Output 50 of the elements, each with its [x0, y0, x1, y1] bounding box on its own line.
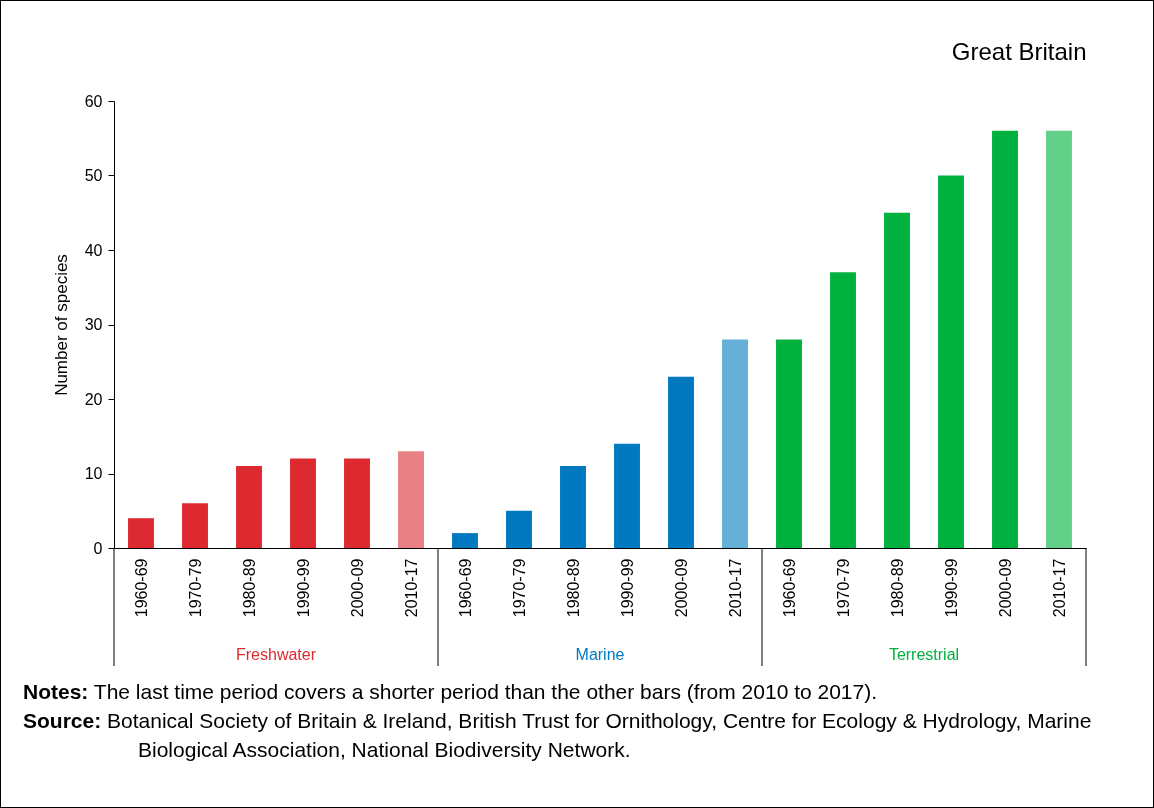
x-tick-label: 1960-69: [132, 558, 150, 618]
x-tick-label: 2000-09: [348, 558, 366, 618]
y-tick-label: 50: [84, 167, 103, 184]
x-tick-label: 2000-09: [672, 558, 690, 618]
x-tick-label: 2010-17: [726, 558, 744, 618]
bar: [938, 175, 964, 548]
bar: [452, 533, 478, 548]
text: Terrestrial: [888, 646, 960, 663]
bar: [344, 458, 370, 548]
x-tick-label: 1960-69: [780, 558, 798, 618]
y-tick-label: 30: [84, 316, 103, 333]
text: Notes: The last time period covers a shorter period than the other bars (from 2010 to 2017).: [23, 679, 879, 705]
bar: [1046, 130, 1072, 548]
bar: [884, 212, 910, 548]
x-tick-label: 2000-09: [996, 558, 1014, 618]
bar: [992, 130, 1018, 548]
bar: [236, 466, 262, 548]
bar: [560, 466, 586, 548]
text: Freshwater: [235, 646, 317, 663]
x-tick-label: 1970-79: [834, 558, 852, 618]
y-tick-label: 0: [93, 539, 103, 557]
chart-title: Great Britain: [951, 38, 1087, 65]
x-tick-label: 1980-89: [888, 558, 906, 618]
x-tick-label: 1960-69: [456, 558, 474, 618]
x-tick-label: 1990-99: [294, 558, 312, 618]
y-axis-title: Number of species: [51, 254, 71, 396]
bar: [830, 272, 856, 548]
x-tick-label: 1970-79: [510, 558, 528, 618]
y-tick-label: 60: [84, 92, 103, 110]
x-tick-label: 1980-89: [240, 558, 258, 618]
bar: [398, 451, 424, 548]
x-tick-label: 1990-99: [942, 558, 960, 618]
source-note: Source: Botanical Society of Britain & Ireland, British Trust for Ornithology, Centre for Ecology & Hydrology, Marine Biological Association, National Biodiversity Network.: [23, 708, 1093, 763]
x-tick-label: 2010-17: [1050, 558, 1068, 618]
y-tick-label: 20: [84, 390, 103, 408]
x-tick-label: 1980-89: [564, 558, 582, 618]
bar: [128, 518, 154, 548]
x-tick-label: 1970-79: [186, 558, 204, 618]
x-tick-label: 1990-99: [618, 558, 636, 618]
bar: [290, 458, 316, 548]
bar: [506, 510, 532, 548]
text: Marine: [575, 646, 625, 663]
y-tick-label: 10: [84, 465, 103, 482]
y-tick-label: 40: [84, 241, 103, 259]
bar: [722, 339, 748, 548]
bar: [182, 503, 208, 548]
bar: [614, 443, 640, 548]
bar: [668, 376, 694, 548]
x-tick-label: 2010-17: [402, 558, 420, 618]
bar: [776, 339, 802, 548]
